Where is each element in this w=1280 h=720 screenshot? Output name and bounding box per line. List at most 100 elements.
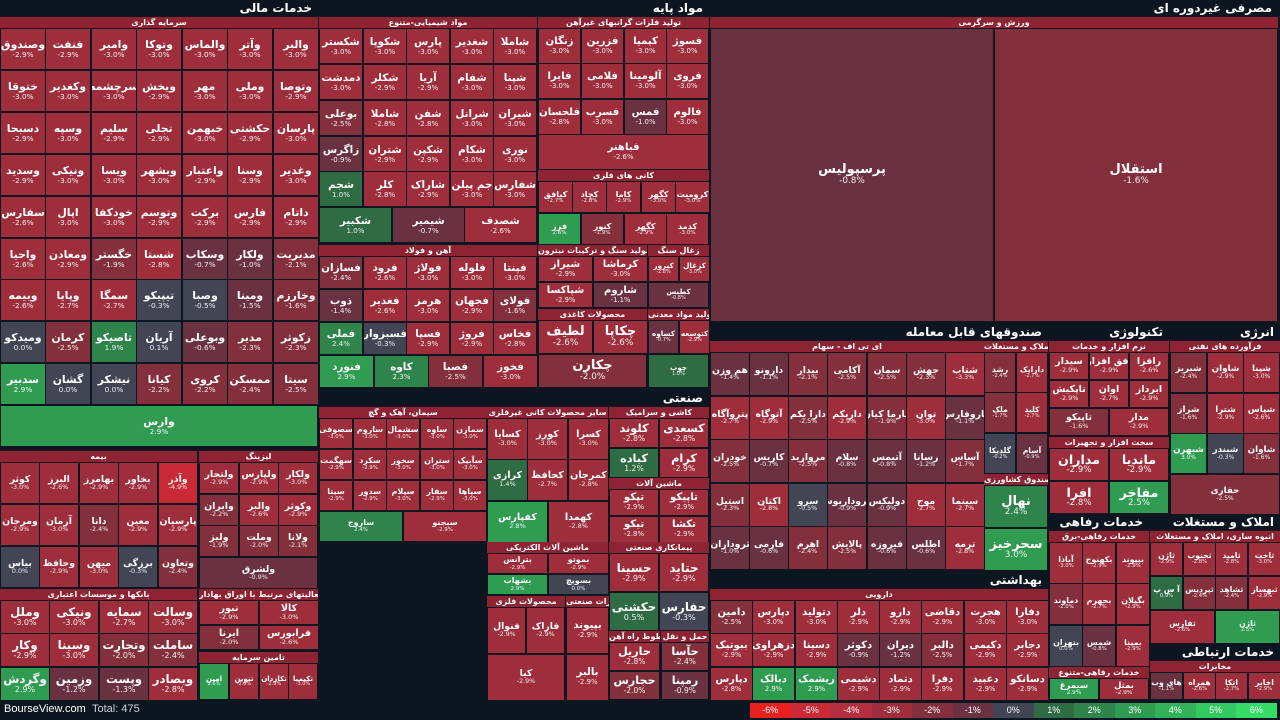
stock-tile[interactable]: بیدار -2.1% bbox=[788, 352, 828, 396]
stock-tile[interactable]: نهال 2.4% bbox=[984, 485, 1048, 528]
sector-title[interactable]: خدمات رفاهی bbox=[1049, 514, 1149, 530]
stock-tile[interactable]: وارس 2.9% bbox=[0, 405, 318, 447]
stock-tile[interactable]: آتوگاه -2.9% bbox=[749, 396, 789, 440]
stock-tile[interactable]: سینما -2.7% bbox=[945, 483, 984, 527]
stock-tile[interactable]: کرمان -2.5% bbox=[45, 321, 91, 363]
stock-tile[interactable]: اوان -2.7% bbox=[1089, 380, 1129, 408]
sector-title[interactable]: صنعتی bbox=[319, 390, 709, 406]
stock-tile[interactable]: پالایش -2.5% bbox=[827, 526, 867, 570]
stock-tile[interactable]: خودران -2.5% bbox=[710, 439, 750, 483]
stock-tile[interactable]: فالوم -3.0% bbox=[666, 99, 709, 135]
stock-tile[interactable]: معین -2.9% bbox=[118, 504, 158, 546]
stock-tile[interactable]: ومرجان -2.9% bbox=[0, 504, 40, 546]
sector-title[interactable]: مصرفی غیردوره ای bbox=[710, 0, 1278, 16]
stock-tile[interactable]: نیشکر 0.0% bbox=[91, 363, 137, 405]
stock-tile[interactable]: حآسا -2.4% bbox=[661, 642, 709, 671]
stock-tile[interactable]: فایرا -3.0% bbox=[538, 63, 581, 99]
stock-tile[interactable]: کساوه -0.7% bbox=[648, 320, 679, 354]
stock-tile[interactable]: کاما -2.9% bbox=[606, 181, 641, 213]
stock-tile[interactable]: شکستر -3.0% bbox=[319, 28, 363, 64]
stock-tile[interactable]: شیمیر -0.7% bbox=[392, 207, 465, 243]
stock-tile[interactable]: ترمه -2.8% bbox=[945, 526, 984, 570]
stock-tile[interactable]: کتوسعه -2.9% bbox=[679, 320, 709, 354]
stock-tile[interactable]: سخوز -3.0% bbox=[386, 449, 420, 480]
stock-tile[interactable]: تاپیکو -1.6% bbox=[1049, 408, 1109, 436]
stock-tile[interactable]: فلحسان -2.8% bbox=[538, 99, 581, 135]
stock-tile[interactable]: شیراز -2.9% bbox=[538, 256, 593, 282]
stock-tile[interactable]: فزرین -3.0% bbox=[581, 28, 624, 64]
stock-tile[interactable]: پارس -3.0% bbox=[406, 28, 450, 64]
stock-tile[interactable]: ثاخت -3.0% bbox=[1248, 542, 1280, 576]
stock-tile[interactable]: وبیمه -2.6% bbox=[0, 279, 46, 321]
stock-tile[interactable]: شرانل -3.0% bbox=[450, 100, 494, 136]
stock-tile[interactable]: کیا -2.9% bbox=[487, 654, 565, 700]
stock-tile[interactable]: ثاژن -2.9% bbox=[1150, 542, 1183, 576]
stock-tile[interactable]: دتولید -3.0% bbox=[795, 600, 838, 634]
stock-tile[interactable]: های وب -1.1% bbox=[1150, 672, 1183, 700]
stock-tile[interactable]: هم وزن -1.4% bbox=[710, 352, 750, 396]
stock-tile[interactable]: سیلام -3.0% bbox=[386, 480, 420, 511]
stock-tile[interactable]: ومینا -1.5% bbox=[227, 279, 273, 321]
stock-tile[interactable]: ولشرق -0.9% bbox=[199, 557, 318, 588]
stock-tile[interactable]: پتروداریوش-0.9% bbox=[827, 483, 867, 527]
stock-tile[interactable]: ویخش -2.9% bbox=[136, 70, 182, 112]
stock-tile[interactable]: چکاپا -2.6% bbox=[593, 320, 647, 354]
stock-tile[interactable]: فسرب -3.0% bbox=[581, 99, 624, 135]
stock-tile[interactable]: کروی -2.2% bbox=[182, 363, 228, 405]
stock-tile[interactable]: رمپنا -0.9% bbox=[661, 671, 709, 700]
stock-tile[interactable]: هرمز -3.0% bbox=[406, 289, 450, 322]
stock-tile[interactable]: گلدیکا -0.2% bbox=[984, 433, 1016, 473]
stock-tile[interactable]: حتاید -2.9% bbox=[659, 553, 709, 592]
stock-tile[interactable]: کیانا -2.2% bbox=[136, 363, 182, 405]
stock-tile[interactable]: فصبا -2.5% bbox=[428, 355, 483, 388]
stock-tile[interactable]: فیروزه -0.6% bbox=[867, 526, 907, 570]
stock-tile[interactable]: چوب 1.0% bbox=[648, 354, 709, 388]
stock-tile[interactable]: وگردش 2.9% bbox=[0, 667, 50, 700]
stock-tile[interactable]: والماس -3.0% bbox=[182, 28, 228, 70]
stock-tile[interactable]: کدمد -3.0% bbox=[666, 213, 709, 244]
stock-tile[interactable]: تاروفارس-1.1% bbox=[945, 396, 984, 440]
stock-tile[interactable]: سمگا -2.7% bbox=[91, 279, 137, 321]
stock-tile[interactable]: دپارس -2.8% bbox=[710, 667, 753, 700]
stock-tile[interactable]: شبهرن 3.0% bbox=[1170, 433, 1207, 474]
stock-tile[interactable]: پتروآگاه -2.7% bbox=[710, 396, 750, 440]
stock-tile[interactable]: کاریس -0.7% bbox=[749, 439, 789, 483]
stock-tile[interactable]: فولاژ -3.0% bbox=[406, 256, 450, 289]
subsector-title[interactable]: سایر محصولات کانی غیرفلزی bbox=[487, 407, 608, 418]
stock-tile[interactable]: شکوپا -3.0% bbox=[363, 28, 407, 64]
stock-tile[interactable]: ثشاهد -2.4% bbox=[1215, 576, 1248, 610]
stock-tile[interactable]: فرابورس -2.6% bbox=[259, 625, 318, 650]
stock-tile[interactable]: کسایا -3.0% bbox=[487, 418, 528, 460]
stock-tile[interactable]: ملک -1.7% bbox=[984, 392, 1016, 433]
stock-tile[interactable]: دماوند -2.0% bbox=[1049, 583, 1083, 625]
stock-tile[interactable]: استیل -2.3% bbox=[710, 483, 750, 527]
stock-tile[interactable]: خگستر -1.9% bbox=[91, 238, 137, 280]
stock-tile[interactable]: حکشتی -2.9% bbox=[227, 112, 273, 154]
stock-tile[interactable]: دجابر -2.9% bbox=[1006, 633, 1048, 667]
stock-tile[interactable]: دزهراوی -2.9% bbox=[752, 633, 795, 667]
stock-tile[interactable]: بشهاب 2.9% bbox=[487, 574, 548, 595]
stock-tile[interactable]: پرسپولیس -0.8% bbox=[710, 28, 994, 322]
stock-tile[interactable]: تیکو -2.8% bbox=[609, 516, 659, 542]
subsector-title[interactable]: صندوق کشاورزی bbox=[984, 474, 1048, 485]
stock-tile[interactable]: شاوان -2.9% bbox=[1207, 352, 1244, 393]
stock-tile[interactable]: ولپارس -2.9% bbox=[239, 462, 279, 494]
stock-tile[interactable]: ثفارس -2.6% bbox=[1150, 610, 1215, 644]
stock-tile[interactable]: آرمان -3.0% bbox=[39, 504, 79, 546]
stock-tile[interactable]: استقلال -1.6% bbox=[994, 28, 1278, 322]
stock-tile[interactable]: داریکم -2.9% bbox=[827, 396, 867, 440]
stock-tile[interactable]: دیران -1.2% bbox=[879, 633, 922, 667]
stock-tile[interactable]: شستا -2.8% bbox=[136, 238, 182, 280]
stock-tile[interactable]: دارونو -1.1% bbox=[749, 352, 789, 396]
stock-tile[interactable]: سیتا -2.9% bbox=[319, 480, 353, 511]
subsector-title[interactable]: فعالیتهای مرتبط با اوراق بهادار bbox=[199, 589, 318, 600]
stock-tile[interactable]: بالبر -2.9% bbox=[566, 654, 609, 700]
stock-tile[interactable]: زاگرس -0.9% bbox=[319, 136, 363, 172]
stock-tile[interactable]: ولکار -1.0% bbox=[227, 238, 273, 280]
stock-tile[interactable]: مداران -2.9% bbox=[1049, 448, 1109, 481]
stock-tile[interactable]: دعبید -2.9% bbox=[964, 667, 1007, 700]
subsector-title[interactable]: بانکها و موسسات اعتباری bbox=[0, 589, 197, 600]
stock-tile[interactable]: سیدار -2.9% bbox=[1049, 352, 1089, 380]
stock-tile[interactable]: تبور -2.9% bbox=[199, 600, 259, 625]
stock-tile[interactable]: ثپردیس -2.4% bbox=[1183, 576, 1216, 610]
